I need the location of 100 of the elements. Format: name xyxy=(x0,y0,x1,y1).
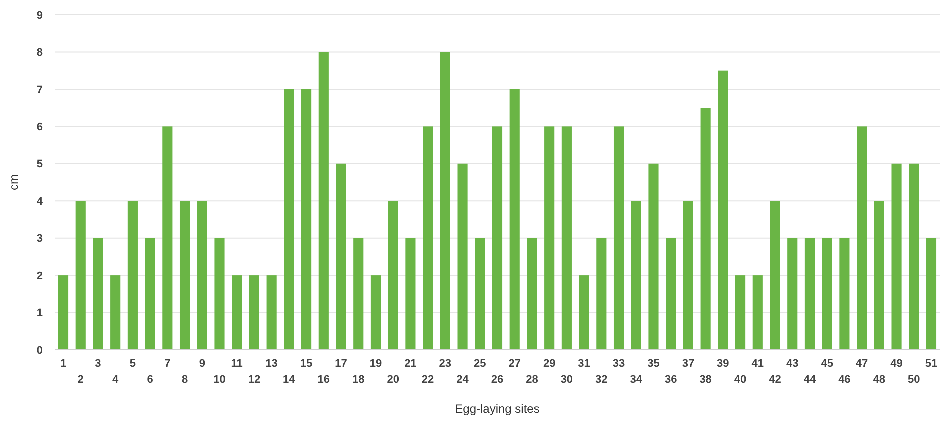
x-tick-label: 46 xyxy=(838,374,851,386)
bar xyxy=(631,201,642,350)
x-tick-label: 16 xyxy=(318,374,330,386)
bar xyxy=(892,164,902,350)
x-tick-label: 21 xyxy=(404,358,417,370)
x-tick-label: 36 xyxy=(664,374,678,386)
x-tick-label: 1 xyxy=(60,358,67,370)
x-tick-label: 34 xyxy=(630,374,644,386)
x-tick-label: 6 xyxy=(147,374,154,386)
y-tick-label: 9 xyxy=(36,10,43,22)
y-tick-label: 5 xyxy=(36,158,43,171)
bar xyxy=(666,238,676,350)
x-tick-label: 26 xyxy=(491,374,504,386)
x-tick-label: 2 xyxy=(78,374,84,386)
bar xyxy=(492,126,503,350)
x-tick-label: 20 xyxy=(387,374,400,386)
bar xyxy=(110,276,121,350)
bar xyxy=(926,238,937,350)
bar xyxy=(857,126,868,350)
bar xyxy=(266,276,277,350)
x-tick-label: 3 xyxy=(95,358,102,370)
x-tick-label: 38 xyxy=(700,374,712,386)
x-tick-label: 5 xyxy=(130,358,136,370)
bar xyxy=(180,201,190,350)
x-tick-label: 14 xyxy=(283,374,296,386)
y-tick-label: 1 xyxy=(36,308,43,320)
bar xyxy=(370,276,382,350)
bar xyxy=(700,108,711,350)
bar xyxy=(874,201,884,350)
x-tick-label: 9 xyxy=(199,358,206,370)
x-tick-label: 41 xyxy=(752,358,764,370)
x-tick-label: 40 xyxy=(734,374,747,386)
x-tick-label: 28 xyxy=(526,374,538,386)
y-axis-title: cm xyxy=(7,174,21,190)
bar xyxy=(579,276,590,350)
bar xyxy=(475,238,486,350)
x-tick-label: 32 xyxy=(596,374,608,386)
x-axis-title: Egg-laying sites xyxy=(455,402,540,416)
bar xyxy=(197,201,208,350)
x-tick-label: 49 xyxy=(890,358,903,370)
x-tick-label: 35 xyxy=(648,358,660,370)
bar xyxy=(648,164,659,350)
x-tick-label: 22 xyxy=(422,374,434,386)
bar xyxy=(736,276,746,350)
x-tick-label: 17 xyxy=(335,358,348,370)
bar xyxy=(93,238,104,350)
bar xyxy=(614,126,624,350)
bar xyxy=(232,276,242,350)
bar xyxy=(788,238,798,350)
x-tick-label: 12 xyxy=(248,374,261,386)
bar xyxy=(840,238,850,350)
bar xyxy=(58,276,69,350)
x-tick-label: 31 xyxy=(578,358,590,370)
y-tick-label: 3 xyxy=(36,233,43,246)
y-tick-label: 2 xyxy=(36,270,43,282)
x-tick-label: 11 xyxy=(231,358,243,370)
bar xyxy=(458,164,468,350)
bar xyxy=(909,164,920,350)
x-tick-label: 4 xyxy=(112,374,120,386)
bar xyxy=(336,164,346,350)
x-tick-label: 37 xyxy=(682,358,695,370)
x-tick-label: 51 xyxy=(925,358,938,370)
bar xyxy=(76,201,86,350)
bar xyxy=(249,276,260,350)
bar xyxy=(683,201,694,350)
x-tick-label: 48 xyxy=(873,374,886,386)
bar xyxy=(128,201,138,350)
bar xyxy=(510,89,520,350)
bar xyxy=(596,238,607,350)
bar xyxy=(822,238,832,350)
bar xyxy=(284,89,294,350)
x-tick-label: 45 xyxy=(821,358,834,370)
x-tick-label: 13 xyxy=(266,358,278,370)
x-tick-label: 30 xyxy=(560,374,574,386)
x-tick-label: 42 xyxy=(769,374,782,386)
bar xyxy=(423,126,434,350)
bar xyxy=(770,201,780,350)
x-tick-label: 18 xyxy=(352,374,365,386)
bar xyxy=(388,201,398,350)
x-tick-label: 33 xyxy=(612,358,626,370)
bar xyxy=(527,238,538,350)
x-tick-label: 39 xyxy=(717,358,730,370)
x-tick-label: 19 xyxy=(370,358,382,370)
bar xyxy=(354,238,364,350)
x-tick-label: 10 xyxy=(214,374,226,386)
bar xyxy=(162,126,173,350)
x-tick-label: 50 xyxy=(908,374,920,386)
bar xyxy=(214,238,225,350)
bar xyxy=(718,70,728,350)
x-tick-label: 27 xyxy=(508,358,521,370)
y-tick-label: 0 xyxy=(36,344,43,357)
bar xyxy=(752,276,763,350)
x-tick-label: 47 xyxy=(856,358,868,370)
x-tick-label: 29 xyxy=(543,358,556,370)
x-tick-label: 8 xyxy=(182,374,188,386)
x-tick-label: 23 xyxy=(439,358,452,370)
bar xyxy=(318,52,329,350)
x-tick-label: 43 xyxy=(786,358,799,370)
y-tick-label: 7 xyxy=(36,84,43,96)
bar xyxy=(145,238,156,350)
